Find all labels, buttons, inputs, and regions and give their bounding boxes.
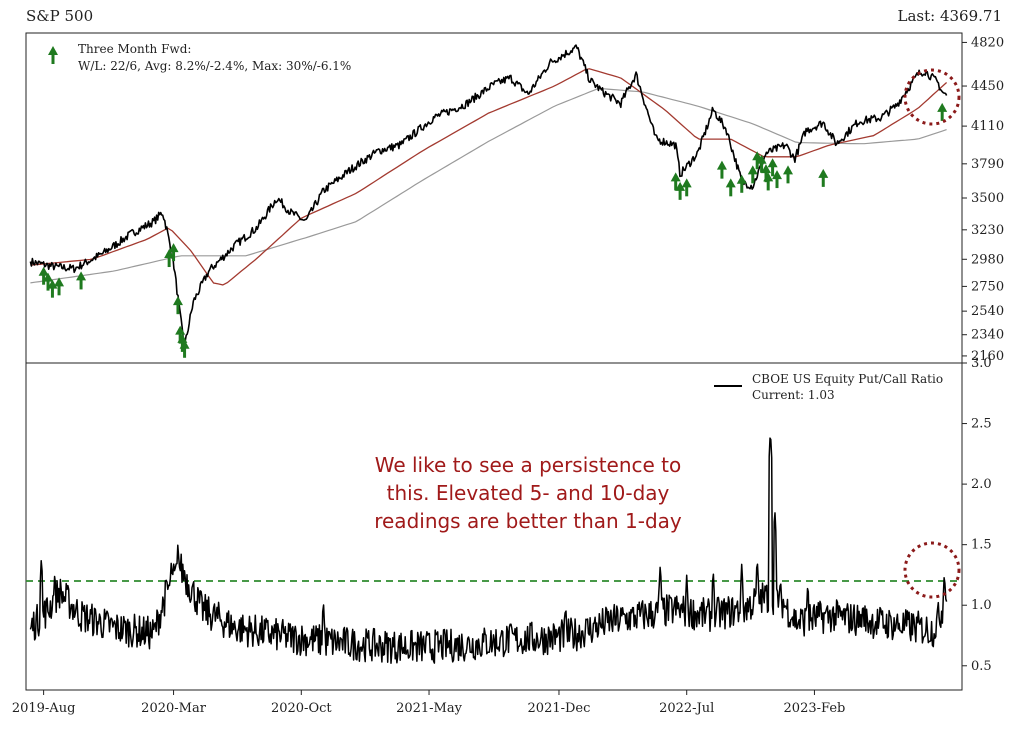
signal-arrow-head: [716, 160, 727, 170]
ratio-tick-label: 2.5: [971, 417, 992, 432]
x-tick-label: 2020-Oct: [271, 701, 332, 716]
price-tick-label: 2340: [971, 328, 1004, 343]
signal-arrow-head: [937, 102, 948, 112]
signal-arrow-head: [76, 271, 87, 281]
ratio-tick-label: 1.0: [971, 598, 992, 613]
x-axis: 2019-Aug 2020-Mar 2020-Oct 2021-May 2021-Dec…: [12, 690, 846, 716]
signal-arrow-icon: [736, 174, 747, 193]
price-y-axis: 2160 2340 2540 2750 2980 3230 3500 3790 4110 4450…: [962, 35, 1004, 364]
signal-arrow-icon: [54, 277, 65, 296]
x-tick-label: 2020-Mar: [141, 701, 207, 716]
signal-arrow-head: [38, 266, 49, 276]
x-tick-label: 2021-Dec: [528, 701, 591, 716]
signal-arrow-icon: [763, 172, 774, 191]
signal-arrow-icon: [767, 158, 778, 177]
signal-arrow-icon: [670, 172, 681, 191]
ratio-panel-frame: [25, 362, 963, 691]
signal-arrow-head: [54, 277, 65, 287]
signal-arrow-head: [818, 168, 829, 178]
signal-arrow-head: [172, 296, 183, 306]
sp500-price-line: [29, 44, 948, 347]
price-legend: Three Month Fwd: W/L: 22/6, Avg: 8.2%/-2…: [48, 42, 351, 73]
signal-arrow-head: [175, 325, 186, 335]
legend-series-name: CBOE US Equity Put/Call Ratio: [752, 372, 943, 386]
annotation-line-3: readings are better than 1-day: [374, 509, 682, 533]
signal-arrow-icon: [47, 279, 58, 298]
signal-arrow-head: [756, 154, 767, 164]
signal-arrow-icon: [747, 165, 758, 184]
signal-arrow-head: [168, 243, 179, 253]
ratio-tick-label: 2.0: [971, 477, 992, 492]
signal-arrow-head: [681, 178, 692, 188]
signal-arrow-icon: [681, 178, 692, 197]
ratio-tick-label: 1.5: [971, 538, 992, 553]
price-tick-label: 4820: [971, 35, 1004, 50]
chart-title: S&P 500: [26, 7, 93, 25]
long-moving-average-line: [30, 87, 947, 284]
signal-arrow-icon: [725, 178, 736, 197]
signal-arrow-head: [747, 165, 758, 175]
legend-stats: W/L: 22/6, Avg: 8.2%/-2.4%, Max: 30%/-6.…: [78, 59, 351, 73]
x-tick-label: 2023-Feb: [784, 701, 846, 716]
signal-arrow-icon: [772, 170, 783, 189]
price-tick-label: 4110: [971, 119, 1004, 134]
x-tick-label: 2019-Aug: [12, 701, 76, 716]
legend-title: Three Month Fwd:: [78, 42, 191, 56]
signal-arrow-icon: [937, 102, 948, 121]
signal-arrow-head: [772, 170, 783, 180]
x-tick-label: 2021-May: [396, 701, 463, 716]
signal-arrow-icon: [716, 160, 727, 179]
buy-signal-arrows: [38, 102, 948, 358]
price-tick-label: 3230: [971, 223, 1004, 238]
signal-arrow-head: [760, 164, 771, 174]
signal-arrow-head: [763, 172, 774, 182]
price-tick-label: 2980: [971, 252, 1004, 267]
signal-arrow-head: [43, 272, 54, 282]
highlight-circle-price: [903, 68, 961, 126]
annotation-line-2: this. Elevated 5- and 10-day: [387, 481, 670, 505]
signal-arrow-icon: [756, 154, 767, 173]
price-tick-label: 4450: [971, 79, 1004, 94]
signal-arrow-icon: [179, 339, 190, 358]
legend-current: Current: 1.03: [752, 388, 835, 402]
price-tick-label: 3790: [971, 157, 1004, 172]
signal-arrow-icon: [818, 168, 829, 187]
signal-arrow-head: [725, 178, 736, 188]
signal-arrow-icon: [172, 296, 183, 315]
up-arrow-icon: [48, 46, 58, 64]
signal-arrow-icon: [168, 243, 179, 262]
signal-arrow-head: [752, 151, 763, 161]
signal-arrow-head: [783, 165, 794, 175]
annotation-line-1: We like to see a persistence to: [375, 453, 682, 477]
signal-arrow-head: [179, 339, 190, 349]
last-value: Last: 4369.71: [898, 7, 1002, 25]
put-call-ratio-line: [29, 437, 948, 664]
ratio-tick-label: 0.5: [971, 659, 992, 674]
signal-arrow-head: [736, 174, 747, 184]
price-tick-label: 2160: [971, 349, 1004, 364]
ratio-y-axis: 0.5 1.0 1.5 2.0 2.5 3.0: [962, 356, 992, 674]
highlight-circle-ratio: [903, 541, 961, 599]
price-tick-label: 2750: [971, 279, 1004, 294]
signal-arrow-icon: [76, 271, 87, 290]
ratio-tick-label: 3.0: [971, 356, 992, 371]
signal-arrow-head: [48, 46, 58, 55]
ratio-legend: CBOE US Equity Put/Call Ratio Current: 1…: [714, 372, 943, 402]
signal-arrow-head: [675, 181, 686, 191]
annotation-text: We like to see a persistence to this. El…: [374, 453, 682, 533]
signal-arrow-icon: [43, 272, 54, 291]
signal-arrow-head: [47, 279, 58, 289]
x-tick-label: 2022-Jul: [659, 701, 714, 716]
signal-arrow-icon: [675, 181, 686, 200]
signal-arrow-icon: [783, 165, 794, 184]
signal-arrow-icon: [164, 249, 175, 268]
price-tick-label: 3500: [971, 191, 1004, 206]
signal-arrow-icon: [38, 266, 49, 285]
price-tick-label: 2540: [971, 304, 1004, 319]
signal-arrow-head: [767, 158, 778, 168]
signal-arrow-head: [670, 172, 681, 182]
signal-arrow-head: [164, 249, 175, 259]
